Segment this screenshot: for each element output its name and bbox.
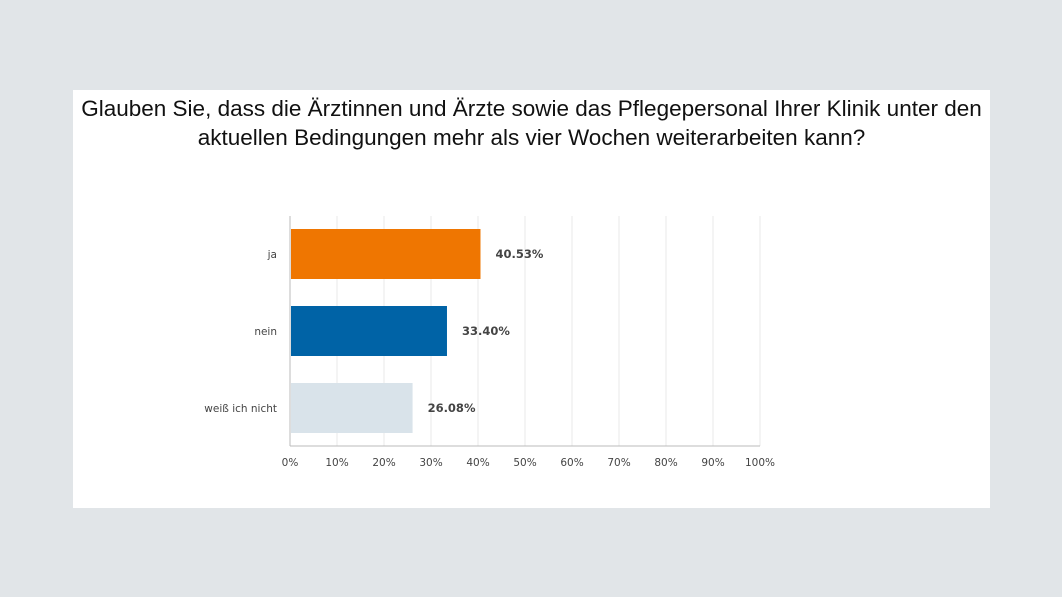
x-tick-label: 100% (745, 457, 775, 469)
bar-chart: 0% 10% 20% 30% 40% 50% 60% 70% 80% 90% 100% ja 40.53… (204, 216, 775, 469)
data-label: 33.40% (462, 324, 510, 338)
chart-card: Glauben Sie, dass die Ärztinnen und Ärzt… (73, 90, 990, 508)
x-tick-label: 10% (325, 457, 348, 469)
data-label: 26.08% (428, 401, 476, 415)
x-tick-label: 20% (372, 457, 395, 469)
category-label: weiß ich nicht (204, 403, 277, 415)
x-tick-label: 60% (560, 457, 583, 469)
x-tick-label: 90% (701, 457, 724, 469)
bar-1 (291, 306, 447, 356)
x-tick-label: 30% (419, 457, 442, 469)
category-label: ja (267, 249, 277, 261)
bar-0 (291, 229, 481, 279)
x-tick-label: 70% (607, 457, 630, 469)
x-tick-label: 0% (282, 457, 299, 469)
category-label: nein (254, 326, 277, 338)
data-label: 40.53% (495, 247, 543, 261)
x-tick-label: 50% (513, 457, 536, 469)
x-tick-label: 80% (654, 457, 677, 469)
x-tick-label: 40% (466, 457, 489, 469)
chart-title: Glauben Sie, dass die Ärztinnen und Ärzt… (81, 96, 982, 150)
bar-2 (291, 383, 413, 433)
